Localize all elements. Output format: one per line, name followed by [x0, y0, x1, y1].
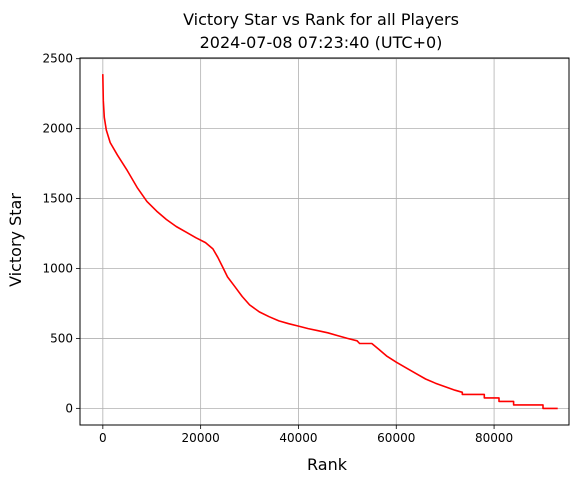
- series-layer: [102, 74, 558, 410]
- chart-subtitle: 2024-07-08 07:23:40 (UTC+0): [200, 33, 443, 52]
- x-tick-label: 0: [99, 431, 107, 445]
- x-tick-label: 20000: [182, 431, 220, 445]
- y-tick-label: 500: [50, 331, 73, 345]
- grid: [80, 58, 569, 425]
- x-tick-label: 80000: [475, 431, 513, 445]
- y-tick-label: 2500: [42, 52, 73, 66]
- x-tick-label: 60000: [377, 431, 415, 445]
- chart-title: Victory Star vs Rank for all Players: [183, 10, 459, 29]
- y-tick-label: 2000: [42, 122, 73, 136]
- axis-ticks: 0 20000 40000 60000 80000 0 500 1000 1500 2000 250…: [42, 52, 513, 445]
- x-tick-label: 40000: [279, 431, 317, 445]
- x-axis-label: Rank: [307, 455, 348, 474]
- y-tick-label: 1500: [42, 192, 73, 206]
- y-axis-label: Victory Star: [6, 193, 25, 287]
- y-tick-label: 1000: [42, 261, 73, 275]
- y-tick-label: 0: [65, 401, 73, 415]
- plot-frame: [79, 57, 570, 426]
- series-line-0: [102, 74, 558, 410]
